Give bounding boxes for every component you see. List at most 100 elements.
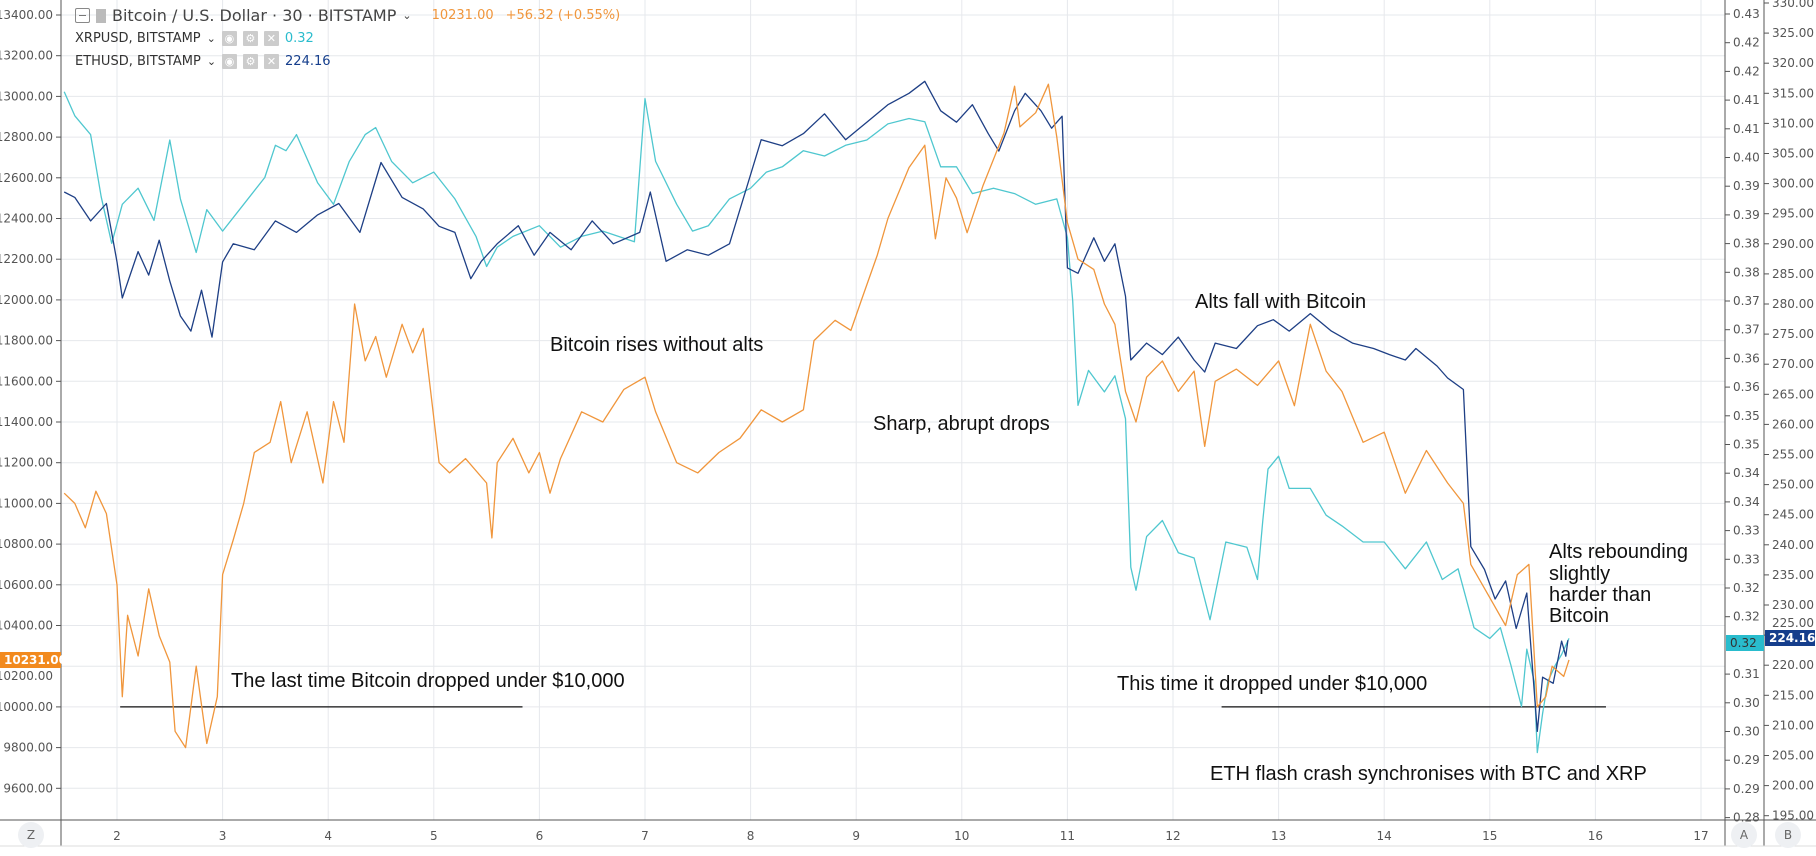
x-tick-label: 13 <box>1271 829 1286 843</box>
xrp-tick-label: 0.34 <box>1733 466 1760 480</box>
eth-tick-label: 310.00 <box>1772 116 1814 130</box>
eth-tick-label: 225.00 <box>1772 616 1814 630</box>
eth-tick-label: 235.00 <box>1772 568 1814 582</box>
xrp-tick-label: 0.35 <box>1733 409 1760 423</box>
main-symbol-title[interactable]: Bitcoin / U.S. Dollar · 30 · BITSTAMP <box>112 6 397 25</box>
eth-tick-label: 205.00 <box>1772 749 1814 763</box>
auto-scale-button-b[interactable]: B <box>1775 822 1801 848</box>
xrp-tick-label: 0.39 <box>1733 208 1760 222</box>
xrp-tick-label: 0.42 <box>1733 36 1760 50</box>
chevron-down-icon[interactable]: ⌄ <box>402 9 412 22</box>
legend-xrp-row: XRPUSD, BITSTAMP ⌄ ◉ ⚙ ✕ 0.32 <box>75 27 620 50</box>
eth-symbol-title[interactable]: ETHUSD, BITSTAMP <box>75 54 201 69</box>
eth-price-badge: 224.16 <box>1765 630 1815 646</box>
btc-tick-label: 12600.00 <box>0 171 53 185</box>
xrp-tick-label: 0.33 <box>1733 552 1760 566</box>
eth-tick-label: 275.00 <box>1772 327 1814 341</box>
xrp-symbol-title[interactable]: XRPUSD, BITSTAMP <box>75 31 201 46</box>
annotation-eth-flash-crash: ETH flash crash synchronises with BTC an… <box>1210 763 1647 785</box>
xrp-price-badge: 0.32 <box>1726 635 1764 651</box>
annotation-last-time: The last time Bitcoin dropped under $10,… <box>231 670 625 692</box>
eth-tick-label: 230.00 <box>1772 598 1814 612</box>
timezone-button[interactable]: Z <box>18 822 44 848</box>
flag-icon <box>96 8 106 23</box>
x-tick-label: 9 <box>852 829 860 843</box>
eth-tick-label: 315.00 <box>1772 86 1814 100</box>
annotation-sharp-drops: Sharp, abrupt drops <box>873 413 1050 435</box>
eye-icon[interactable]: ◉ <box>221 31 237 46</box>
legend: Bitcoin / U.S. Dollar · 30 · BITSTAMP ⌄ … <box>75 4 620 73</box>
grid <box>61 0 1725 820</box>
main-change: +56.32 (+0.55%) <box>505 8 621 23</box>
annotation-rebound-line1: Alts rebounding <box>1549 541 1688 563</box>
close-icon[interactable]: ✕ <box>264 54 280 69</box>
btc-tick-label: 11600.00 <box>0 374 53 388</box>
btc-tick-label: 10600.00 <box>0 578 53 592</box>
eth-tick-label: 285.00 <box>1772 267 1814 281</box>
eth-tick-label: 215.00 <box>1772 688 1814 702</box>
xrp-tick-label: 0.42 <box>1733 64 1760 78</box>
eth-tick-label: 320.00 <box>1772 56 1814 70</box>
xrp-tick-label: 0.43 <box>1733 7 1760 21</box>
gear-icon[interactable]: ⚙ <box>243 54 259 69</box>
x-tick-label: 7 <box>641 829 649 843</box>
close-icon[interactable]: ✕ <box>263 31 279 46</box>
btc-tick-label: 12200.00 <box>0 252 53 266</box>
eth-value: 224.16 <box>285 54 331 69</box>
annotation-rebound-line2: slightly <box>1549 563 1610 585</box>
annotation-alts-fall: Alts fall with Bitcoin <box>1195 291 1366 313</box>
annotation-rises: Bitcoin rises without alts <box>550 334 763 356</box>
btc-tick-label: 11800.00 <box>0 334 53 348</box>
btc-tick-label: 12000.00 <box>0 293 53 307</box>
eth-tick-label: 325.00 <box>1772 26 1814 40</box>
chevron-down-icon[interactable]: ⌄ <box>206 32 216 45</box>
xrp-tick-label: 0.40 <box>1733 151 1760 165</box>
eth-tick-label: 265.00 <box>1772 387 1814 401</box>
xrp-tick-label: 0.37 <box>1733 294 1760 308</box>
chevron-down-icon[interactable]: ⌄ <box>206 55 217 68</box>
btc-tick-label: 10400.00 <box>0 619 53 633</box>
annotation-this-time: This time it dropped under $10,000 <box>1117 673 1427 695</box>
series-line-xrpusd <box>63 91 1570 754</box>
collapse-icon[interactable] <box>75 8 90 23</box>
eth-tick-label: 330.00 <box>1772 0 1814 10</box>
eth-tick-label: 290.00 <box>1772 237 1814 251</box>
xrp-tick-label: 0.34 <box>1733 495 1760 509</box>
x-tick-label: 2 <box>113 829 121 843</box>
xrp-tick-label: 0.28 <box>1733 811 1760 825</box>
x-tick-label: 4 <box>324 829 332 843</box>
xrp-tick-label: 0.32 <box>1733 610 1760 624</box>
eth-tick-label: 210.00 <box>1772 718 1814 732</box>
x-tick-label: 11 <box>1060 829 1075 843</box>
x-tick-label: 15 <box>1482 829 1497 843</box>
gear-icon[interactable]: ⚙ <box>242 31 258 46</box>
x-tick-label: 8 <box>747 829 755 843</box>
btc-tick-label: 12800.00 <box>0 130 53 144</box>
x-tick-label: 3 <box>219 829 227 843</box>
xrp-tick-label: 0.38 <box>1733 265 1760 279</box>
btc-tick-label: 10200.00 <box>0 669 53 683</box>
xrp-tick-label: 0.30 <box>1733 696 1760 710</box>
btc-tick-label: 12400.00 <box>0 212 53 226</box>
eth-tick-label: 195.00 <box>1772 809 1814 823</box>
series-line-btcusd <box>63 83 1570 749</box>
auto-scale-button-a[interactable]: A <box>1731 822 1757 848</box>
eth-tick-label: 220.00 <box>1772 658 1814 672</box>
xrp-tick-label: 0.36 <box>1733 351 1760 365</box>
xrp-tick-label: 0.29 <box>1733 782 1760 796</box>
series-lines <box>63 80 1570 754</box>
xrp-tick-label: 0.30 <box>1733 725 1760 739</box>
annotations: Bitcoin rises without alts Sharp, abrupt… <box>231 291 1688 785</box>
eth-tick-label: 200.00 <box>1772 779 1814 793</box>
x-tick-label: 10 <box>954 829 969 843</box>
xrp-tick-label: 0.32 <box>1733 581 1760 595</box>
btc-tick-label: 10000.00 <box>0 700 53 714</box>
xrp-tick-label: 0.38 <box>1733 237 1760 251</box>
annotation-rebound-line4: Bitcoin <box>1549 605 1609 627</box>
btc-tick-label: 13200.00 <box>0 49 53 63</box>
eye-icon[interactable]: ◉ <box>222 54 238 69</box>
xrp-tick-label: 0.36 <box>1733 380 1760 394</box>
legend-main-row: Bitcoin / U.S. Dollar · 30 · BITSTAMP ⌄ … <box>75 4 620 27</box>
